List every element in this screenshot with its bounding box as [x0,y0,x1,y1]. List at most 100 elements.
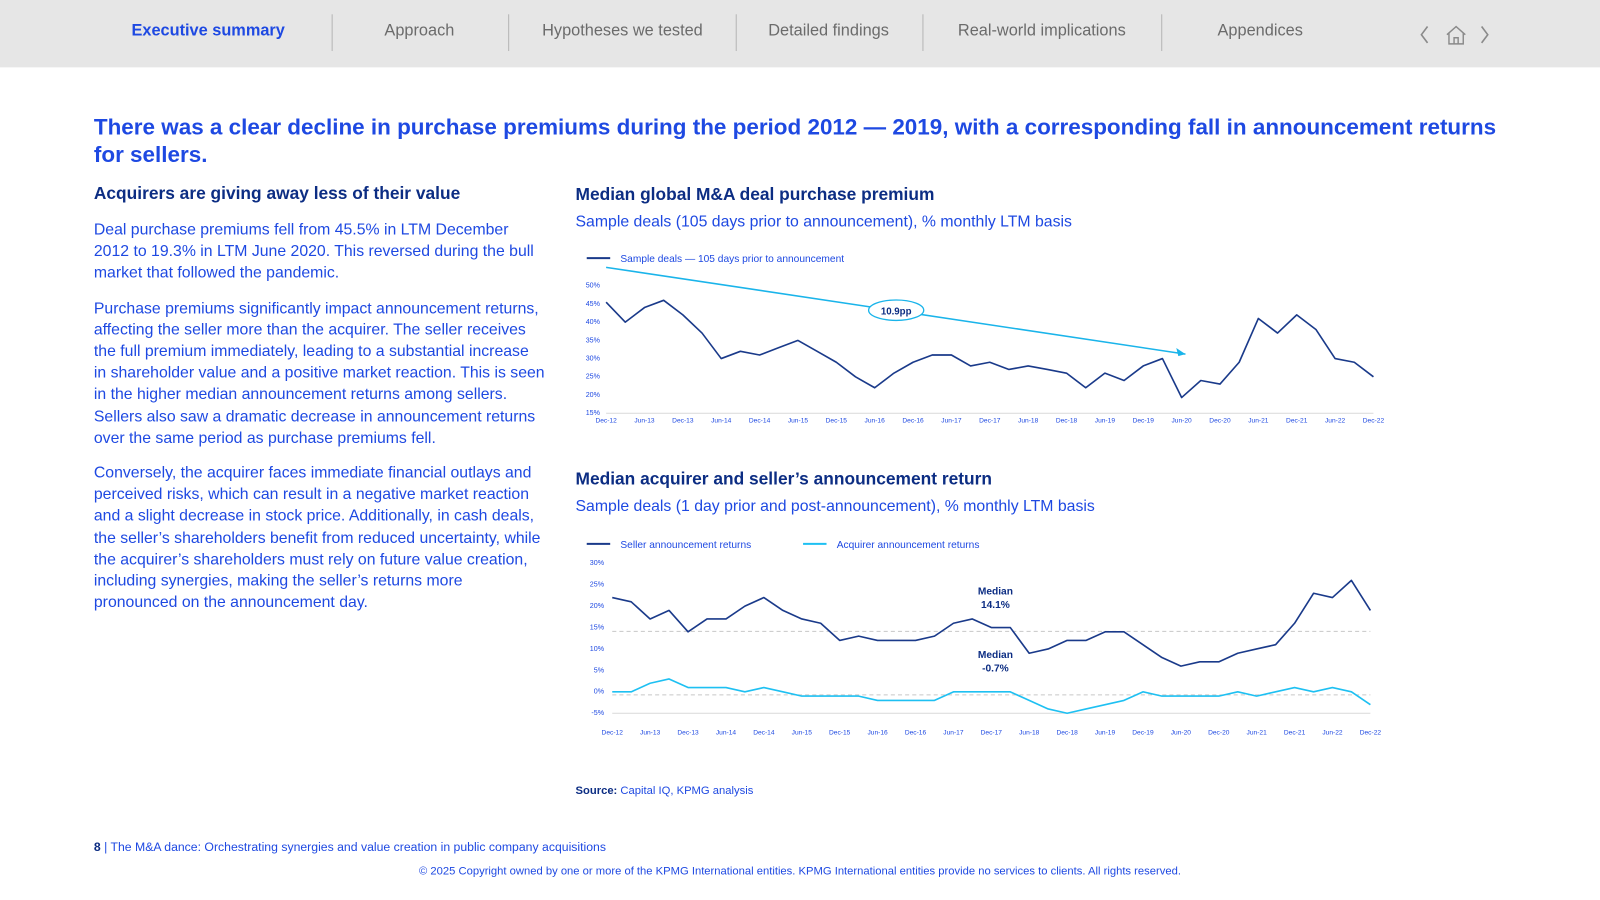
x-tick-label: Dec-21 [1284,730,1306,737]
trend-label: 10.9pp [881,306,912,317]
separator [331,14,333,52]
x-tick-label: Jun-19 [1095,730,1116,737]
x-tick-label: Jun-15 [788,417,809,424]
chart-subtitle: Sample deals (1 day prior and post-annou… [575,497,1095,516]
x-tick-label: Dec-17 [981,730,1003,737]
y-tick-label: 15% [590,623,605,631]
x-tick-label: Jun-16 [865,417,886,424]
x-tick-label: Dec-20 [1208,730,1230,737]
x-tick-label: Jun-18 [1019,730,1040,737]
nav-item[interactable]: Detailed findings [768,22,889,40]
x-tick-label: Jun-14 [716,730,737,737]
y-tick-label: 25% [586,373,601,381]
heading: There was a clear decline in purchase pr… [93,114,1497,168]
y-tick-label: 30% [586,354,601,362]
prev-arrow[interactable] [1420,26,1429,44]
data-line [605,299,1374,399]
chart-subtitle: Sample deals (105 days prior to announce… [575,213,1072,231]
y-tick-label: 45% [586,300,601,308]
x-tick-label: Dec-15 [829,730,851,737]
charts: 15% 20% 25% 30% 35% 40% 45% 50% Dec-12 Jun-13 Dec-… [586,254,1385,737]
median-label: Median [978,587,1013,598]
nav-item[interactable]: Executive summary [131,22,285,40]
median-value: -0.7% [982,663,1009,674]
x-tick-label: Jun-18 [1018,417,1039,424]
x-tick-label: Jun-21 [1248,417,1269,424]
x-tick-label: Jun-22 [1325,417,1346,424]
x-tick-label: Jun-14 [711,417,732,424]
x-tick-label: Jun-16 [867,730,888,737]
paragraph: Deal purchase premiums fell from 45.5% i… [93,221,534,283]
y-tick-label: 10% [590,645,605,653]
x-tick-label: Dec-14 [753,730,775,737]
paragraph: Purchase premiums significantly impact a… [93,299,545,447]
separator [1161,14,1163,52]
x-tick-label: Jun-15 [792,730,813,737]
nav-icons [1420,25,1489,45]
x-tick-label: Dec-15 [826,417,848,424]
body-text: Deal purchase premiums fell from 45.5% i… [94,219,545,627]
x-tick-label: Dec-13 [677,730,699,737]
x-tick-label: Jun-20 [1171,417,1192,424]
y-tick-label: 30% [590,559,605,567]
x-tick-label: Jun-13 [640,730,661,737]
y-tick-label: 25% [590,581,605,589]
trend-bubble [867,299,925,322]
chart-title: Median global M&A deal purchase premium [575,184,935,205]
nav-item[interactable]: Real-world implications [957,22,1126,40]
y-tick-label: 40% [586,318,601,326]
doc-title: The M&A dance: Orchestrating synergies a… [110,839,607,855]
x-tick-label: Dec-18 [1056,730,1078,737]
x-tick-label: Dec-14 [749,417,771,424]
page-number: 8 [93,839,101,855]
y-tick-label: 50% [586,282,601,290]
x-tick-label: Dec-16 [902,417,924,424]
median-label: Median [978,650,1013,661]
x-tick-label: Jun-22 [1322,730,1343,737]
legend-label: Seller announcement returns [620,540,751,551]
x-tick-label: Jun-19 [1095,417,1116,424]
y-tick-label: 5% [594,666,605,674]
y-tick-label: 20% [586,391,601,399]
x-tick-label: Jun-20 [1171,730,1192,737]
x-tick-label: Jun-17 [941,417,962,424]
x-tick-label: Jun-13 [634,417,655,424]
median-value: 14.1% [981,600,1010,611]
x-tick-label: Dec-18 [1056,417,1078,424]
x-tick-label: Dec-12 [595,417,617,424]
y-tick-label: 20% [590,602,605,610]
x-tick-label: Dec-17 [979,417,1001,424]
x-tick-label: Dec-20 [1209,417,1231,424]
source-text: Capital IQ, KPMG analysis [620,784,754,797]
data-line [612,579,1372,667]
next-arrow[interactable] [1480,26,1489,44]
legend-label: Acquirer announcement returns [837,540,980,551]
x-tick-label: Dec-22 [1360,730,1382,737]
y-tick-label: 0% [594,688,605,696]
chart-title: Median acquirer and seller’s announcemen… [575,469,992,489]
legend-label: Sample deals — 105 days prior to announc… [620,254,844,265]
paragraph: Conversely, the acquirer faces immediate… [93,464,541,612]
nav-bar: Executive summary Approach Hypotheses we… [0,0,1600,68]
nav-item[interactable]: Appendices [1217,22,1303,40]
nav-item[interactable]: Hypotheses we tested [542,22,703,40]
footer: 8 | The M&A dance: Orchestrating synergi… [94,840,606,854]
y-tick-label: -5% [591,709,604,717]
source-label: Source: [575,784,618,797]
x-tick-label: Jun-17 [943,730,964,737]
y-tick-label: 15% [586,409,601,417]
separator [735,14,737,52]
subheading: Acquirers are giving away less of their … [93,183,461,204]
source: Source: Capital IQ, KPMG analysis [576,785,754,797]
arrow-head [1176,347,1186,357]
nav-item[interactable]: Approach [384,22,455,40]
x-tick-label: Dec-21 [1286,417,1308,424]
copyright: © 2025 Copyright owned by one or more of… [419,865,1181,878]
x-tick-label: Dec-12 [602,730,624,737]
home-icon[interactable] [1446,25,1466,45]
separator [508,14,510,52]
x-tick-label: Dec-13 [672,417,694,424]
separator [922,14,924,52]
